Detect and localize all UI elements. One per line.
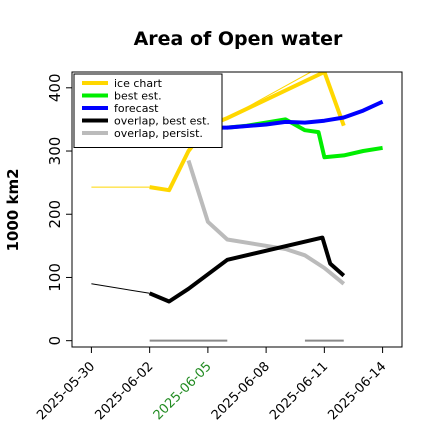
y-tick-label: 100 bbox=[46, 263, 64, 292]
series-line bbox=[186, 159, 346, 286]
series-thin-line bbox=[91, 283, 150, 294]
legend-label: overlap, persist. bbox=[114, 127, 203, 140]
plot-area bbox=[91, 72, 384, 342]
series-line bbox=[148, 235, 346, 304]
x-tick-label: 2025-06-08 bbox=[209, 359, 273, 423]
legend-label: best est. bbox=[114, 90, 162, 103]
x-tick-label: 2025-06-11 bbox=[267, 359, 331, 423]
legend-box bbox=[73, 73, 223, 148]
x-tick-label: 2025-06-14 bbox=[325, 359, 389, 423]
y-tick-label: 200 bbox=[46, 200, 64, 229]
x-tick-label: 2025-06-02 bbox=[92, 359, 156, 423]
legend-label: forecast bbox=[114, 102, 159, 115]
y-tick-label: 300 bbox=[46, 137, 64, 166]
y-axis: 0 100 200 300 400 bbox=[46, 73, 72, 345]
y-tick-label: 0 bbox=[46, 336, 64, 346]
x-tick-label: 2025-05-30 bbox=[34, 359, 98, 423]
series-line bbox=[207, 99, 384, 130]
y-axis-label: 1000 km2 bbox=[4, 168, 22, 251]
x-axis: 2025-05-302025-06-022025-06-052025-06-08… bbox=[34, 347, 389, 423]
chart-title: Area of Open water bbox=[134, 28, 343, 50]
y-tick-label: 400 bbox=[46, 73, 64, 102]
legend-label: ice chart bbox=[114, 77, 163, 90]
plot-frame bbox=[71, 71, 403, 348]
legend-label: overlap, best est. bbox=[114, 115, 210, 128]
x-tick-label: 2025-06-05 bbox=[151, 359, 215, 423]
